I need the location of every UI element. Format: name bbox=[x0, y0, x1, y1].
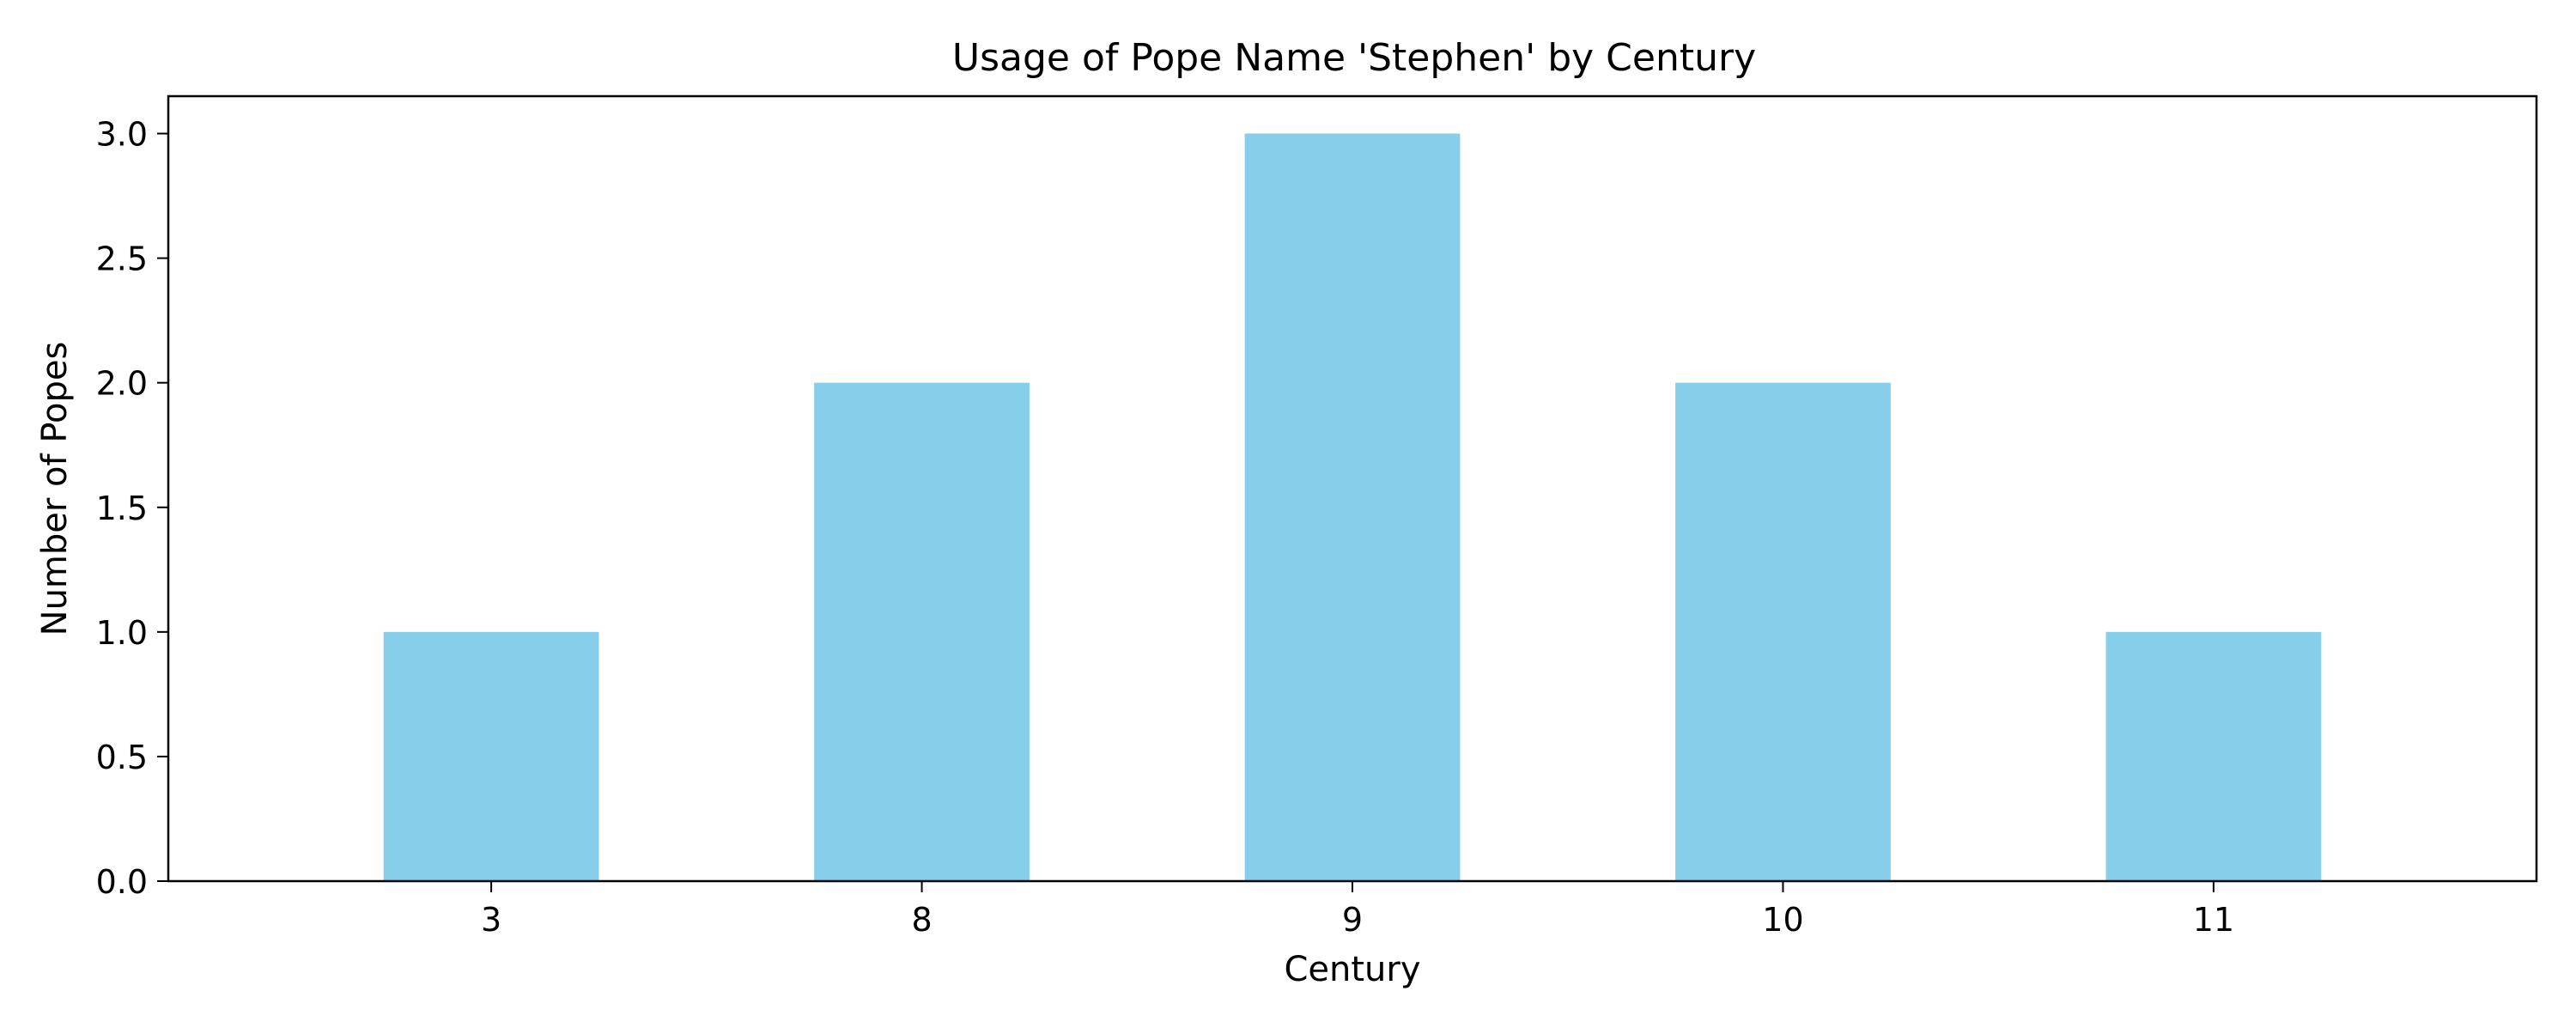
chart-title: Usage of Pope Name 'Stephen' by Century bbox=[952, 36, 1756, 80]
y-axis-ticks: 0.0 0.5 1.0 1.5 2.0 2.5 3.0 bbox=[96, 116, 168, 901]
y-tick-label: 0.0 bbox=[96, 863, 148, 901]
x-axis-label: Century bbox=[1284, 950, 1420, 989]
y-tick-label: 1.5 bbox=[96, 490, 148, 527]
x-axis-ticks: 3 8 9 10 11 bbox=[481, 881, 2234, 939]
y-tick-label: 1.0 bbox=[96, 614, 148, 652]
y-tick-label: 2.5 bbox=[96, 240, 148, 278]
bar-century-8 bbox=[814, 382, 1030, 882]
bar-century-11 bbox=[2105, 631, 2322, 881]
x-tick-label: 9 bbox=[1342, 901, 1363, 939]
y-tick-label: 3.0 bbox=[96, 116, 148, 154]
bar-century-3 bbox=[383, 631, 599, 881]
y-tick-label: 0.5 bbox=[96, 739, 148, 776]
x-tick-label: 8 bbox=[911, 901, 932, 939]
x-tick-label: 3 bbox=[481, 901, 501, 939]
bars bbox=[383, 133, 2322, 882]
x-tick-label: 10 bbox=[1762, 901, 1803, 939]
bar-century-10 bbox=[1675, 382, 1891, 882]
x-tick-label: 11 bbox=[2193, 901, 2234, 939]
bar-century-9 bbox=[1244, 133, 1461, 881]
y-tick-label: 2.0 bbox=[96, 365, 148, 403]
plot-frame bbox=[167, 94, 2538, 883]
y-axis-label: Number of Popes bbox=[35, 342, 75, 636]
